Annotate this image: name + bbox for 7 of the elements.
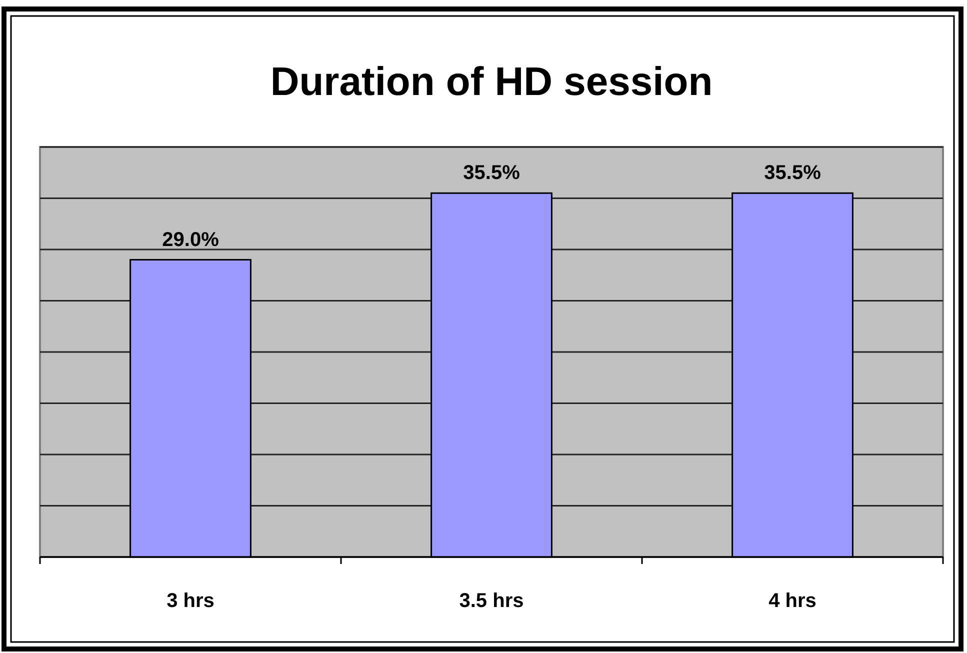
x-tick-label: 4 hrs — [768, 590, 816, 612]
data-label: 29.0% — [162, 228, 220, 251]
x-tick-label: 3 hrs — [166, 590, 214, 612]
data-label: 35.5% — [764, 162, 822, 184]
x-tick-label: 3.5 hrs — [459, 590, 524, 612]
data-label: 35.5% — [463, 162, 520, 184]
chart-title: Duration of HD session — [270, 60, 713, 104]
